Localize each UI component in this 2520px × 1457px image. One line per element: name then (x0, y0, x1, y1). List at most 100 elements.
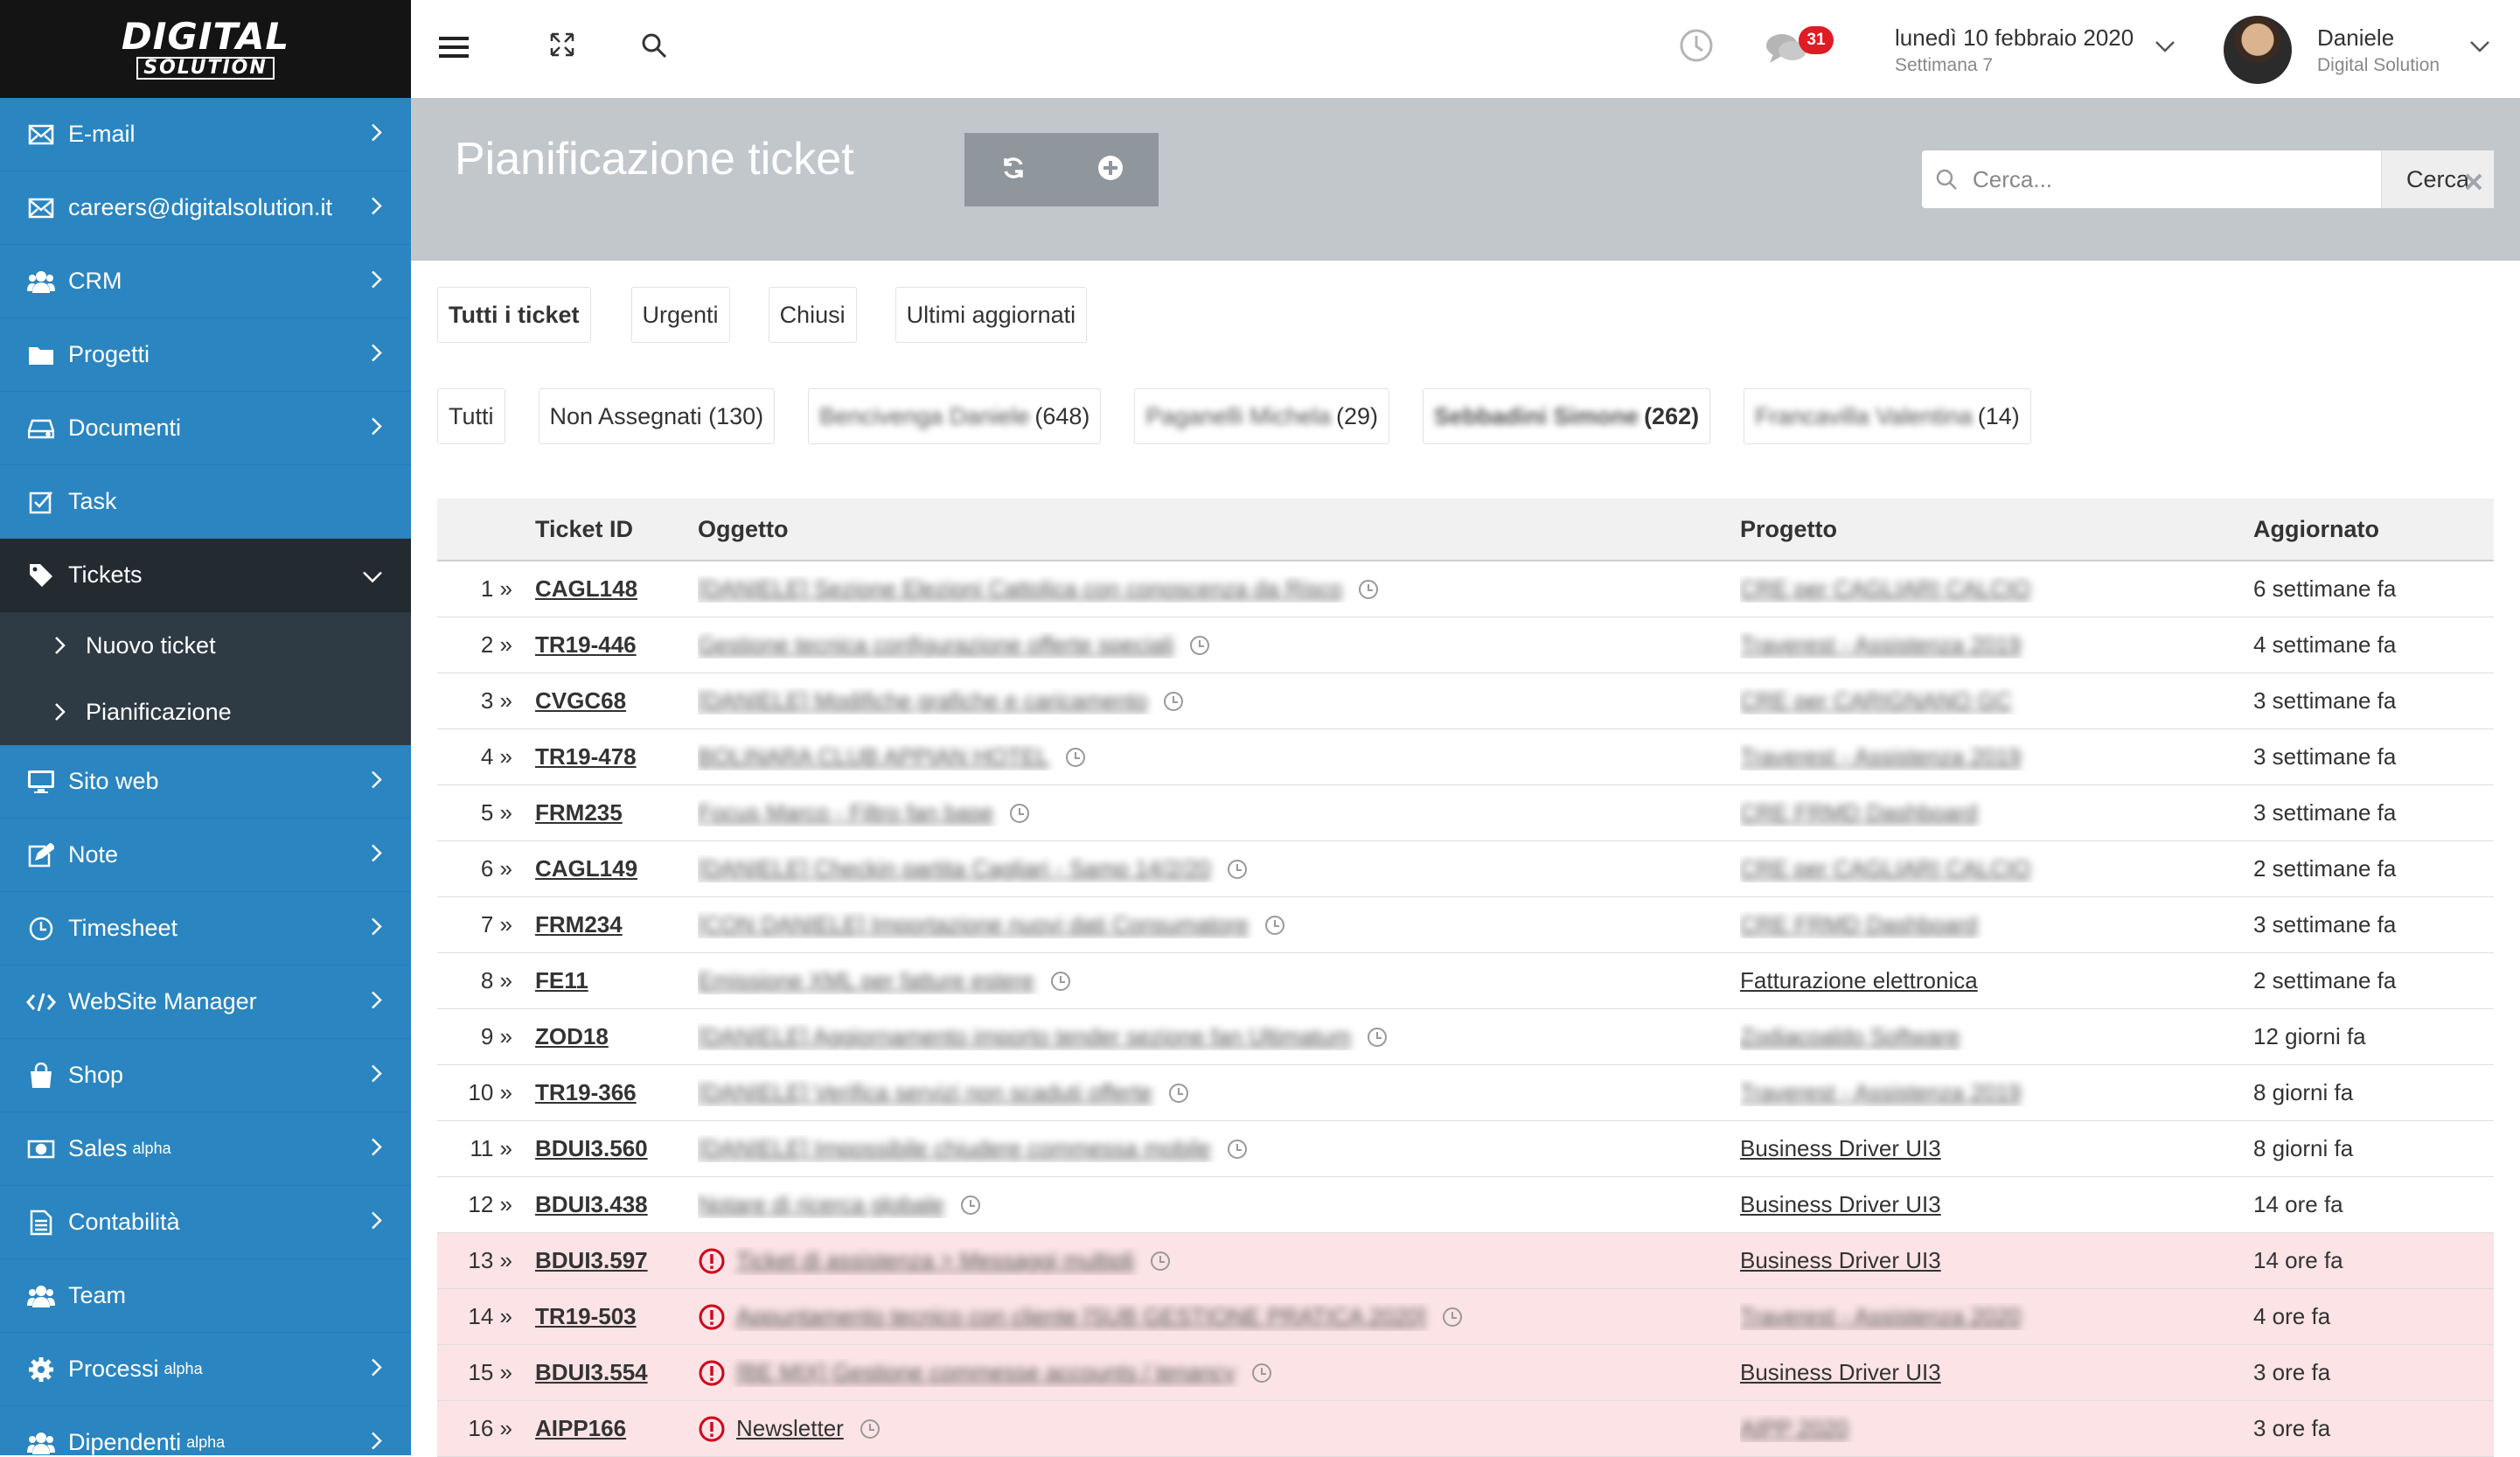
tab-closed[interactable]: Chiusi (768, 287, 857, 343)
ticket-id-link[interactable]: CAGL148 (535, 575, 638, 602)
subject-link[interactable]: Ticket di assistenza > Messaggi multipli (736, 1247, 1134, 1273)
sidebar-item-website-manager[interactable]: WebSite Manager (0, 966, 411, 1039)
project-link[interactable]: Traverest - Assistenza 2019 (1740, 743, 2022, 770)
assignee-filter[interactable]: Francavilla Valentina (14) (1744, 388, 2031, 444)
ticket-id-link[interactable]: FRM234 (535, 911, 623, 938)
project-link[interactable]: AIPP 2020 (1740, 1415, 1848, 1441)
search-icon[interactable] (640, 31, 668, 64)
clock-icon[interactable] (1367, 1027, 1388, 1048)
header-updated[interactable]: Aggiornato (2253, 515, 2379, 542)
ticket-id-link[interactable]: TR19-503 (535, 1303, 637, 1329)
subject-link[interactable]: [DANIELE] Impossibile chiudere commessa … (698, 1135, 1211, 1161)
add-ticket-button[interactable] (1062, 133, 1159, 206)
ticket-id-link[interactable]: BDUI3.560 (535, 1135, 648, 1161)
clock-icon[interactable] (1065, 747, 1086, 768)
table-row[interactable]: 2 » TR19-446 Gestione tecnica configurazio… (437, 617, 2494, 673)
table-row[interactable]: 1 » CAGL148 [DANIELE] Sezione Elezioni Cat… (437, 561, 2494, 617)
ticket-id-link[interactable]: FE11 (535, 967, 588, 993)
tab-last-updated[interactable]: Ultimi aggiornati (895, 287, 1088, 343)
project-link[interactable]: Traverest - Assistenza 2019 (1740, 631, 2022, 658)
subject-link[interactable]: [DANIELE] Sezione Elezioni Cattolica con… (698, 575, 1343, 602)
search-input[interactable] (1971, 150, 2381, 208)
sidebar-item-processi[interactable]: Processi alpha (0, 1333, 411, 1406)
project-link[interactable]: Business Driver UI3 (1740, 1135, 1941, 1161)
table-row[interactable]: 6 » CAGL149 [DANIELE] Checkin partita Cagl… (437, 841, 2494, 897)
sidebar-item-dipendenti[interactable]: Dipendenti alpha (0, 1406, 411, 1455)
ticket-id-link[interactable]: CVGC68 (535, 687, 627, 714)
table-row[interactable]: 8 » FE11 Emissione XML per fatture estere F… (437, 953, 2494, 1009)
subject-link[interactable]: [DANIELE] Verifica servizi non scaduti o… (698, 1079, 1152, 1105)
table-row[interactable]: 5 » FRM235 Focus Marco - Filtro fan base CR… (437, 785, 2494, 841)
fullscreen-icon[interactable] (549, 31, 575, 62)
table-row[interactable]: 10 » TR19-366 [DANIELE] Verifica servizi n… (437, 1065, 2494, 1121)
sidebar-item-crm[interactable]: CRM (0, 245, 411, 318)
tab-all-tickets[interactable]: Tutti i ticket (437, 287, 591, 343)
clock-icon[interactable] (1358, 579, 1379, 600)
ticket-id-link[interactable]: TR19-366 (535, 1079, 637, 1105)
subject-link[interactable]: Appuntamento tecnico con cliente [SUB GE… (736, 1303, 1426, 1329)
hamburger-menu-icon[interactable] (439, 35, 469, 64)
clock-icon[interactable] (1168, 1083, 1189, 1104)
project-link[interactable]: Business Driver UI3 (1740, 1191, 1941, 1217)
sidebar-item-shop[interactable]: Shop (0, 1039, 411, 1112)
clock-icon[interactable] (1264, 915, 1285, 936)
ticket-id-link[interactable]: BDUI3.438 (535, 1191, 648, 1217)
clock-icon[interactable] (1189, 635, 1210, 656)
sidebar-item-sales[interactable]: Sales alpha (0, 1112, 411, 1186)
subject-link[interactable]: Notare di ricerca globale (698, 1191, 944, 1217)
assignee-filter[interactable]: Non Assegnati (130) (538, 388, 776, 444)
assignee-filter[interactable]: Tutti (437, 388, 505, 444)
notification-badge[interactable]: 31 (1799, 26, 1834, 54)
ticket-id-link[interactable]: TR19-446 (535, 631, 637, 658)
subject-link[interactable]: Gestione tecnica configurazione offerte … (698, 631, 1174, 658)
clock-icon[interactable] (1050, 971, 1071, 992)
subject-link[interactable]: BOLINARA CLUB APPIAN HOTEL (698, 743, 1049, 770)
table-row[interactable]: 4 » TR19-478 BOLINARA CLUB APPIAN HOTEL Tra… (437, 729, 2494, 785)
close-icon[interactable] (2464, 166, 2483, 199)
ticket-id-link[interactable]: AIPP166 (535, 1415, 627, 1441)
subject-link[interactable]: [DANIELE] Modifiche grafiche e caricamen… (698, 687, 1148, 714)
user-block[interactable]: Daniele Digital Solution (2317, 24, 2440, 76)
ticket-id-link[interactable]: CAGL149 (535, 855, 638, 882)
logo[interactable]: DIGITAL SOLUTION (121, 15, 290, 80)
table-row[interactable]: 3 » CVGC68 [DANIELE] Modifiche grafiche e … (437, 673, 2494, 729)
submenu-item-nuovo-ticket[interactable]: Nuovo ticket (0, 612, 411, 679)
table-row[interactable]: 14 » TR19-503 Appuntamento tecnico con cli… (437, 1289, 2494, 1345)
clock-icon[interactable] (1227, 859, 1248, 880)
subject-link[interactable]: [DANIELE] Aggiornamento importo tender s… (698, 1023, 1352, 1049)
project-link[interactable]: Traverest - Assistenza 2019 (1740, 1079, 2022, 1105)
sidebar-item-careers-digitalsolution-it[interactable]: careers@digitalsolution.it (0, 171, 411, 245)
refresh-button[interactable] (964, 133, 1062, 206)
table-row[interactable]: 11 » BDUI3.560 [DANIELE] Impossibile chiud… (437, 1121, 2494, 1177)
sidebar-item-documenti[interactable]: Documenti (0, 392, 411, 465)
project-link[interactable]: Traverest - Assistenza 2020 (1740, 1303, 2022, 1329)
clock-icon[interactable] (860, 1419, 881, 1440)
project-link[interactable]: CRE per CARIGNANO GC (1740, 687, 2012, 714)
clock-icon[interactable] (1679, 28, 1714, 67)
table-row[interactable]: 15 » BDUI3.554 [BE MIX] Gestione commesse … (437, 1345, 2494, 1401)
subject-link[interactable]: [CON DANIELE] Importazione nuovi dati Co… (698, 911, 1250, 938)
subject-link[interactable]: [BE MIX] Gestione commesse accounts / te… (736, 1359, 1236, 1385)
project-link[interactable]: Fatturazione elettronica (1740, 967, 1978, 993)
header-project[interactable]: Progetto (1740, 515, 1837, 542)
subject-link[interactable]: Focus Marco - Filtro fan base (698, 799, 994, 826)
subject-link[interactable]: [DANIELE] Checkin partita Cagliari - Sam… (698, 855, 1211, 882)
ticket-id-link[interactable]: ZOD18 (535, 1023, 609, 1049)
clock-icon[interactable] (1442, 1307, 1463, 1328)
table-row[interactable]: 7 » FRM234 [CON DANIELE] Importazione nuov… (437, 897, 2494, 953)
project-link[interactable]: CRE FRMD Dashboard (1740, 911, 1978, 938)
clock-icon[interactable] (1150, 1251, 1171, 1272)
tab-urgent[interactable]: Urgenti (630, 287, 730, 343)
sidebar-item-team[interactable]: Team (0, 1259, 411, 1333)
project-link[interactable]: Business Driver UI3 (1740, 1247, 1941, 1273)
project-link[interactable]: Zodiacoaldo Software (1740, 1023, 1960, 1049)
date-block[interactable]: lunedì 10 febbraio 2020 Settimana 7 (1895, 24, 2134, 76)
sidebar-item-note[interactable]: Note (0, 819, 411, 892)
subject-link[interactable]: Emissione XML per fatture estere (698, 967, 1034, 993)
sidebar-item-tickets[interactable]: Tickets (0, 539, 411, 612)
clock-icon[interactable] (1251, 1363, 1272, 1384)
table-row[interactable]: 16 » AIPP166 Newsletter AIPP 2020 3 ore fa (437, 1401, 2494, 1457)
table-row[interactable]: 9 » ZOD18 [DANIELE] Aggiornamento importo … (437, 1009, 2494, 1065)
sidebar-item-progetti[interactable]: Progetti (0, 318, 411, 392)
ticket-id-link[interactable]: BDUI3.597 (535, 1247, 648, 1273)
